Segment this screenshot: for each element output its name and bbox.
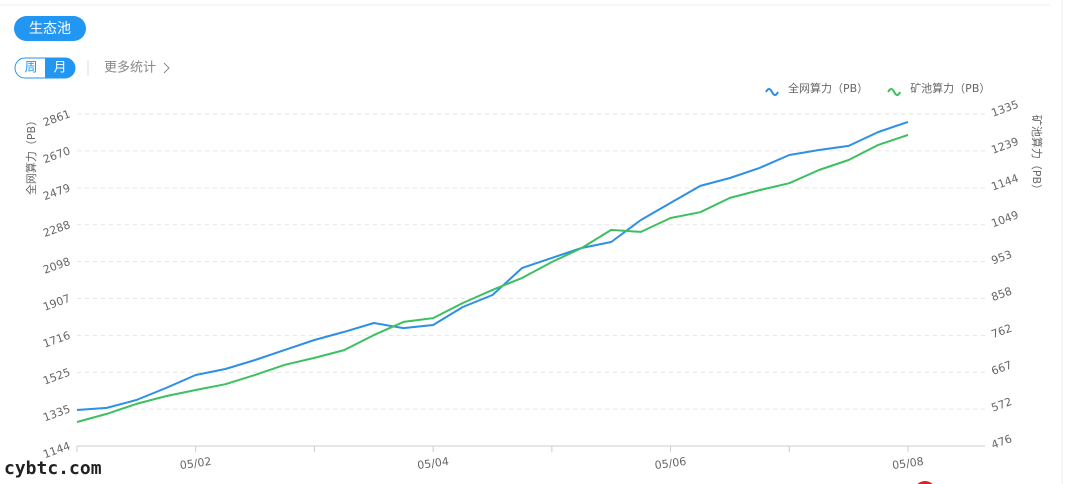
y-tick-label: 2861	[41, 107, 72, 129]
y2-tick-label: 572	[990, 395, 1014, 414]
y2-tick-label: 1144	[990, 172, 1021, 194]
more-arrow	[163, 62, 170, 74]
y-tick-label: 1907	[41, 292, 72, 314]
tab[interactable]: 月	[53, 61, 66, 76]
y2-tick-label: 667	[990, 358, 1014, 377]
x-tick-label: 05/06	[654, 455, 687, 472]
badge	[917, 481, 933, 484]
x-tick-label: 05/04	[416, 455, 449, 472]
legend-icon	[765, 88, 779, 96]
y-tick-label: 1335	[41, 402, 72, 424]
y2-tick-label: 1335	[990, 98, 1021, 120]
legend-icon	[887, 88, 902, 96]
pool-button-label[interactable]: 生态池	[29, 21, 71, 37]
y-tick-label: 2479	[41, 181, 72, 203]
y2-tick-label: 1239	[990, 135, 1021, 157]
y2-tick-label: 858	[990, 285, 1014, 304]
y2-tick-label: 476	[990, 432, 1014, 451]
y-axis-title: 全网算力（PB）	[24, 115, 38, 195]
y-tick-label: 2670	[41, 144, 72, 166]
x-tick-label: 05/08	[891, 455, 924, 472]
y2-tick-label: 762	[990, 322, 1014, 341]
watermark: cybtc.com	[4, 458, 102, 479]
legend-label: 全网算力（PB）	[788, 81, 868, 95]
pool-button[interactable]	[14, 16, 86, 41]
more-stats[interactable]: 更多统计	[104, 60, 156, 76]
tab-active-bg	[45, 58, 75, 78]
line-series	[76, 120, 909, 411]
y2-tick-label: 953	[990, 248, 1014, 267]
line-series	[76, 133, 909, 423]
y2-tick-label: 1049	[990, 208, 1021, 230]
y-tick-label: 2288	[41, 218, 72, 240]
y-tick-label: 1525	[41, 366, 72, 388]
tab[interactable]: 周	[24, 61, 37, 76]
y2-axis-title: 矿池算力（PB）	[1030, 115, 1044, 195]
y-tick-label: 2098	[41, 255, 72, 277]
legend-label: 矿池算力（PB）	[910, 81, 990, 95]
y-tick-label: 1716	[41, 329, 72, 351]
x-tick-label: 05/02	[179, 455, 212, 472]
